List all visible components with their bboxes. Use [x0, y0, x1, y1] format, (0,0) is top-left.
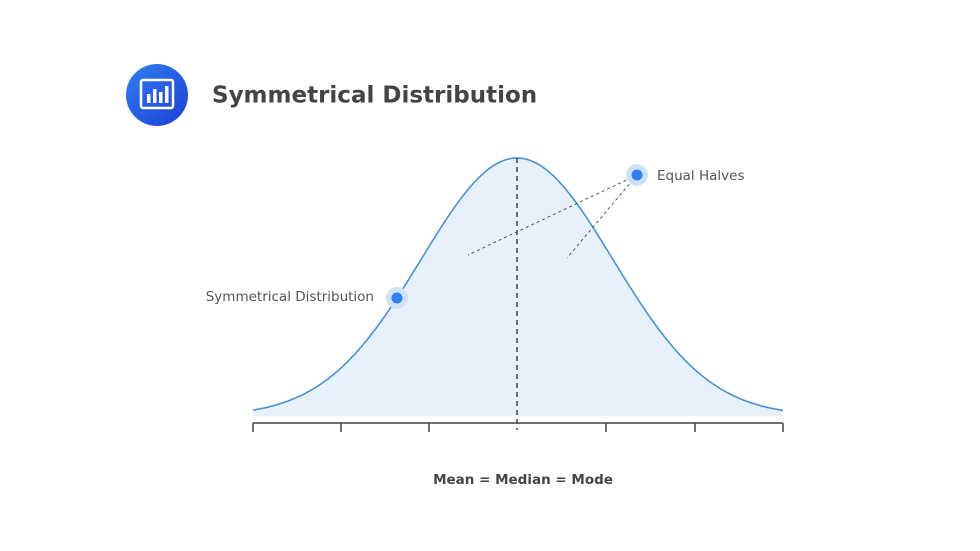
axis — [252, 422, 784, 432]
title-icon — [126, 64, 188, 126]
axis-label: Mean = Median = Mode — [433, 472, 613, 488]
annotation-label: Equal Halves — [657, 168, 744, 184]
curve-area — [253, 158, 783, 416]
title: Symmetrical Distribution — [212, 83, 537, 109]
marker — [386, 287, 408, 309]
marker — [626, 164, 648, 186]
annotation-label: Symmetrical Distribution — [206, 289, 374, 305]
pointer-line — [566, 174, 638, 259]
bell-curve — [252, 157, 784, 412]
pointer-line — [467, 174, 638, 256]
